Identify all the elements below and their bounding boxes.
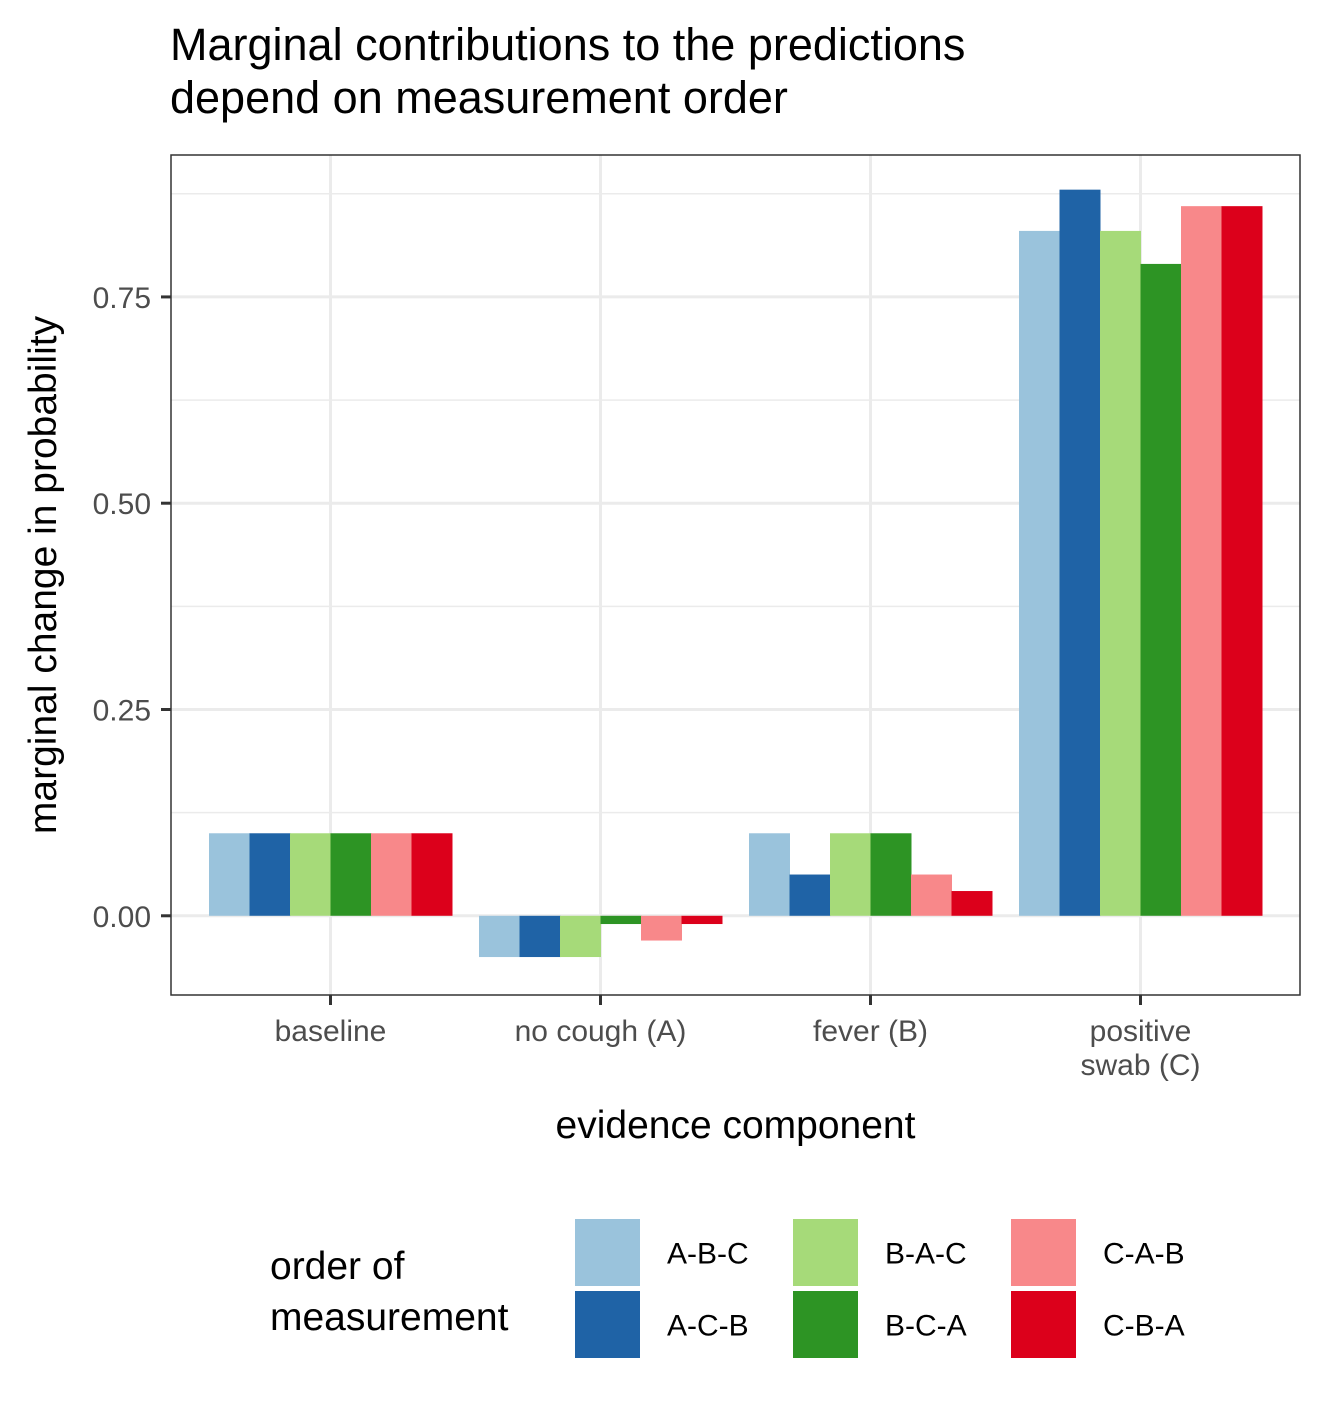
bar-a-b-c-0 bbox=[209, 833, 250, 916]
chart-title: Marginal contributions to the prediction… bbox=[170, 18, 965, 124]
bar-c-a-b-0 bbox=[371, 833, 412, 916]
legend-key-b-c-a bbox=[793, 1291, 858, 1358]
bar-b-a-c-2 bbox=[830, 833, 871, 916]
x-tick-label: fever (B) bbox=[813, 1015, 928, 1048]
bar-c-a-b-1 bbox=[641, 915, 682, 941]
bar-c-b-a-0 bbox=[411, 833, 453, 916]
bar-b-a-c-1 bbox=[560, 915, 601, 958]
legend-title: order of bbox=[270, 1245, 405, 1288]
y-tick-label: 0.75 bbox=[93, 282, 151, 315]
bar-c-b-a-2 bbox=[951, 891, 993, 916]
bar-a-b-c-3 bbox=[1019, 230, 1060, 916]
legend-title: measurement bbox=[270, 1296, 509, 1339]
x-tick-label: baseline bbox=[275, 1015, 387, 1048]
x-tick-label: no cough (A) bbox=[515, 1015, 687, 1048]
legend-key-b-a-c bbox=[793, 1219, 858, 1286]
legend-key-a-b-c bbox=[575, 1219, 640, 1286]
chart-title-line-1: Marginal contributions to the prediction… bbox=[170, 19, 966, 70]
legend-label-b-a-c: B-A-C bbox=[885, 1238, 967, 1271]
bar-c-b-a-1 bbox=[681, 915, 723, 925]
y-tick-label: 0.50 bbox=[93, 488, 151, 521]
bar-c-b-a-3 bbox=[1221, 206, 1263, 916]
bar-b-a-c-3 bbox=[1100, 230, 1141, 916]
bar-a-b-c-1 bbox=[479, 915, 520, 958]
chart-title-line-2: depend on measurement order bbox=[170, 72, 788, 123]
x-tick-label: positive bbox=[1090, 1015, 1192, 1048]
bar-b-c-a-0 bbox=[330, 833, 372, 916]
bar-b-a-c-0 bbox=[290, 833, 331, 916]
y-axis-title: marginal change in probability bbox=[22, 315, 65, 834]
legend-label-b-c-a: B-C-A bbox=[885, 1310, 967, 1343]
bar-a-c-b-2 bbox=[789, 874, 831, 916]
bar-c-a-b-3 bbox=[1181, 206, 1222, 916]
legend-key-a-c-b bbox=[575, 1291, 640, 1358]
bar-a-c-b-3 bbox=[1059, 189, 1101, 916]
y-tick-label: 0.00 bbox=[93, 901, 151, 934]
bar-a-c-b-1 bbox=[519, 915, 561, 958]
legend-key-c-b-a bbox=[1011, 1291, 1076, 1358]
panel-border bbox=[170, 154, 1301, 996]
bar-b-c-a-2 bbox=[870, 833, 912, 916]
legend-label-c-a-b: C-A-B bbox=[1103, 1238, 1185, 1271]
legend-key-c-a-b bbox=[1011, 1219, 1076, 1286]
bar-c-a-b-2 bbox=[911, 874, 952, 916]
bar-a-b-c-2 bbox=[749, 833, 790, 916]
legend-label-c-b-a: C-B-A bbox=[1103, 1310, 1185, 1343]
x-axis-title: evidence component bbox=[556, 1104, 916, 1147]
x-tick-label: swab (C) bbox=[1080, 1049, 1200, 1082]
bar-b-c-a-1 bbox=[600, 915, 642, 925]
bar-b-c-a-3 bbox=[1140, 263, 1182, 916]
legend-label-a-c-b: A-C-B bbox=[667, 1310, 749, 1343]
y-tick-label: 0.25 bbox=[93, 694, 151, 727]
legend-label-a-b-c: A-B-C bbox=[667, 1238, 749, 1271]
bar-a-c-b-0 bbox=[249, 833, 291, 916]
